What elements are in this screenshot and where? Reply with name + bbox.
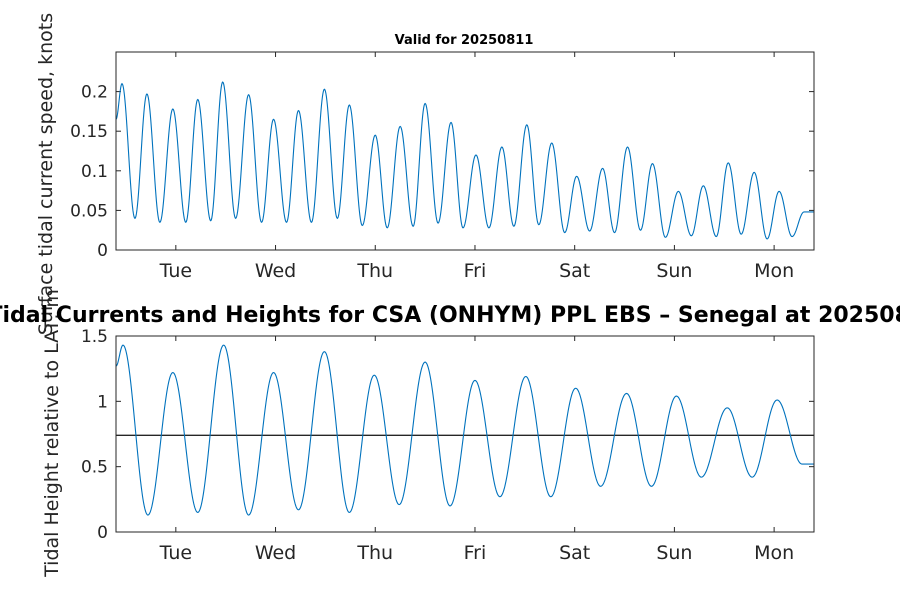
series-line — [115, 81, 814, 240]
current-speed-marks: 0 0.05 0.1 0.15 0.2 Tue Wed Thu Fri Sat Sun Mon — [70, 51, 815, 282]
y-tick-label: 0.5 — [81, 458, 108, 478]
x-tick-label: Sun — [656, 260, 692, 282]
x-tick-label: Tue — [159, 542, 192, 564]
panel-title: Valid for 20250811 — [395, 33, 534, 48]
tidal-height-marks: 0 0.5 1 1.5 Tue Wed Thu Fri Sat Sun Mon — [81, 327, 815, 564]
current-speed-panel: Valid for 20250811 Surface tidal current… — [35, 13, 815, 335]
y-tick-label: 1.5 — [81, 327, 108, 347]
y-tick-label: 0 — [97, 523, 108, 543]
tidal-height-panel: 0 0.5 1 1.5 Tue Wed Thu Fri Sat Sun Mon Tidal Heig… — [41, 289, 815, 578]
y-tick-label: 0.15 — [70, 122, 108, 142]
x-tick-label: Tue — [159, 260, 192, 282]
y-tick-label: 0.1 — [81, 162, 108, 182]
x-tick-label: Mon — [754, 260, 794, 282]
y-tick-label: 0.05 — [70, 201, 108, 221]
x-tick-label: Sun — [656, 542, 692, 564]
plot-area — [115, 335, 815, 533]
x-tick-label: Wed — [255, 260, 296, 282]
x-tick-label: Sat — [559, 260, 590, 282]
y-tick-label: 0.2 — [81, 83, 108, 103]
figure-title: Tidal Currents and Heights for CSA (ONHY… — [0, 303, 900, 328]
x-tick-label: Sat — [559, 542, 590, 564]
x-tick-label: Fri — [464, 260, 487, 282]
y-axis-label: Surface tidal current speed, knots — [35, 13, 57, 335]
x-tick-label: Wed — [255, 542, 296, 564]
series-line — [115, 344, 814, 516]
plot-area — [115, 51, 815, 251]
y-tick-label: 0 — [97, 241, 108, 261]
y-axis-label: Tidal Height relative to LAT, m — [41, 289, 63, 578]
x-tick-label: Mon — [754, 542, 794, 564]
x-tick-label: Thu — [356, 542, 393, 564]
x-tick-label: Fri — [464, 542, 487, 564]
plot-frame — [115, 335, 815, 533]
y-tick-label: 1 — [97, 392, 108, 412]
plot-frame — [115, 51, 815, 251]
x-tick-label: Thu — [356, 260, 393, 282]
